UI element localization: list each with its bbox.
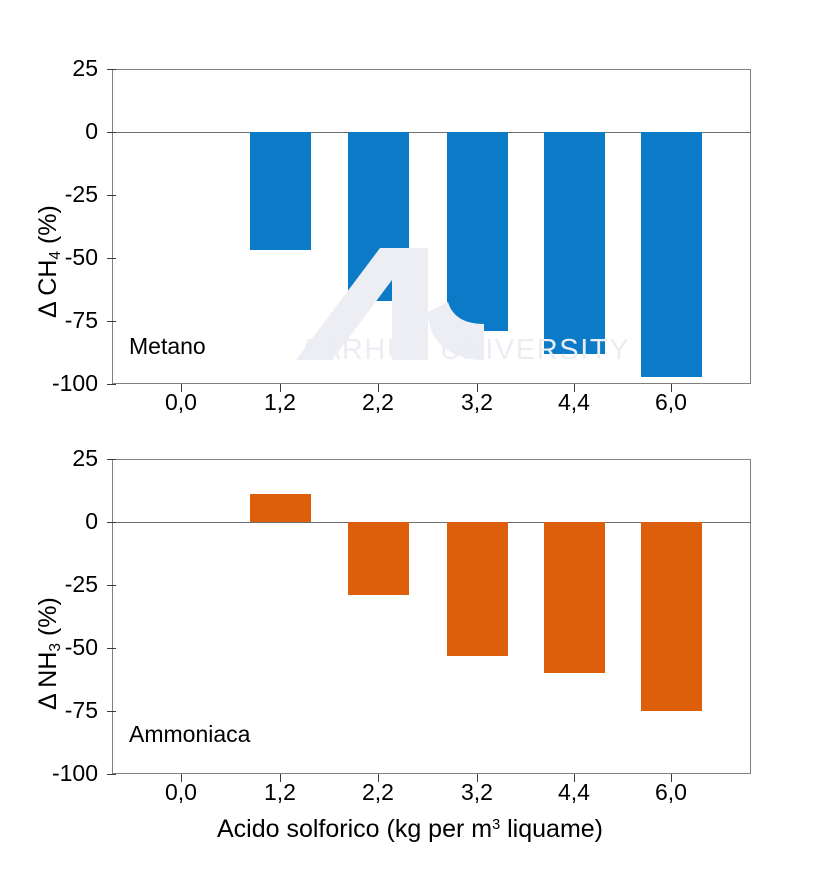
bar-methane-4-4: [544, 132, 605, 354]
x-tick-label: 4,4: [558, 779, 590, 805]
y-tick-label: 0: [85, 508, 98, 534]
y-tick-label: -50: [64, 634, 98, 660]
x-tick-mark: [181, 384, 182, 392]
x-tick-label: 4,4: [558, 389, 590, 415]
x-tick-label: 0,0: [165, 779, 197, 805]
panel-annotation-ammonia: Ammoniaca: [129, 721, 251, 747]
zero-line-methane: [112, 132, 751, 133]
plot-area-ammonia: [112, 459, 751, 774]
plot-area-methane: [112, 69, 751, 384]
x-tick-mark: [378, 384, 379, 392]
panel-annotation-methane: Metano: [129, 333, 206, 359]
y-tick-label: -50: [64, 244, 98, 270]
y-tick-mark: [107, 459, 116, 460]
y-tick-mark: [107, 321, 116, 322]
zero-line-ammonia: [112, 522, 751, 523]
y-tick-mark: [107, 69, 116, 70]
x-tick-label: 6,0: [655, 779, 687, 805]
y-tick-mark: [107, 585, 116, 586]
y-tick-mark: [107, 384, 116, 385]
y-tick-label: -25: [64, 571, 98, 597]
bar-ammonia-4-4: [544, 522, 605, 673]
bar-methane-3-2: [447, 132, 508, 331]
x-tick-mark: [477, 774, 478, 782]
bar-ammonia-3-2: [447, 522, 508, 656]
y-tick-mark: [107, 258, 116, 259]
x-tick-mark: [378, 774, 379, 782]
y-tick-label: -100: [51, 370, 98, 396]
y-tick-label: 25: [72, 445, 98, 471]
x-tick-label: 6,0: [655, 389, 687, 415]
x-tick-label: 1,2: [264, 389, 296, 415]
x-axis-label-suffix: liquame): [500, 815, 603, 843]
y-tick-mark: [107, 774, 116, 775]
bar-ammonia-1-2: [250, 494, 311, 522]
x-tick-label: 2,2: [362, 389, 394, 415]
bar-ammonia-6-0: [641, 522, 702, 711]
bar-methane-6-0: [641, 132, 702, 377]
x-tick-mark: [280, 774, 281, 782]
x-axis-label-prefix: Acido solforico (kg per m: [216, 815, 493, 843]
y-tick-label: -100: [51, 760, 98, 786]
x-tick-label: 2,2: [362, 779, 394, 805]
y-tick-mark: [107, 132, 116, 133]
y-tick-mark: [107, 522, 116, 523]
x-tick-mark: [477, 384, 478, 392]
bar-ammonia-2-2: [348, 522, 409, 595]
y-tick-label: -75: [64, 697, 98, 723]
x-tick-mark: [181, 774, 182, 782]
x-axis-label: Acido solforico (kg per m3 liquame): [0, 815, 820, 844]
x-axis-label-exponent: 3: [492, 817, 501, 834]
x-tick-label: 0,0: [165, 389, 197, 415]
y-tick-label: 25: [72, 55, 98, 81]
y-tick-label: -75: [64, 307, 98, 333]
x-tick-label: 1,2: [264, 779, 296, 805]
y-tick-label: -25: [64, 181, 98, 207]
y-tick-mark: [107, 648, 116, 649]
x-tick-label: 3,2: [461, 779, 493, 805]
y-tick-mark: [107, 195, 116, 196]
x-tick-mark: [280, 384, 281, 392]
y-tick-mark: [107, 711, 116, 712]
x-tick-mark: [574, 774, 575, 782]
bar-methane-1-2: [250, 132, 311, 250]
x-tick-mark: [671, 384, 672, 392]
x-tick-mark: [671, 774, 672, 782]
x-tick-label: 3,2: [461, 389, 493, 415]
y-tick-label: 0: [85, 118, 98, 144]
x-tick-mark: [574, 384, 575, 392]
